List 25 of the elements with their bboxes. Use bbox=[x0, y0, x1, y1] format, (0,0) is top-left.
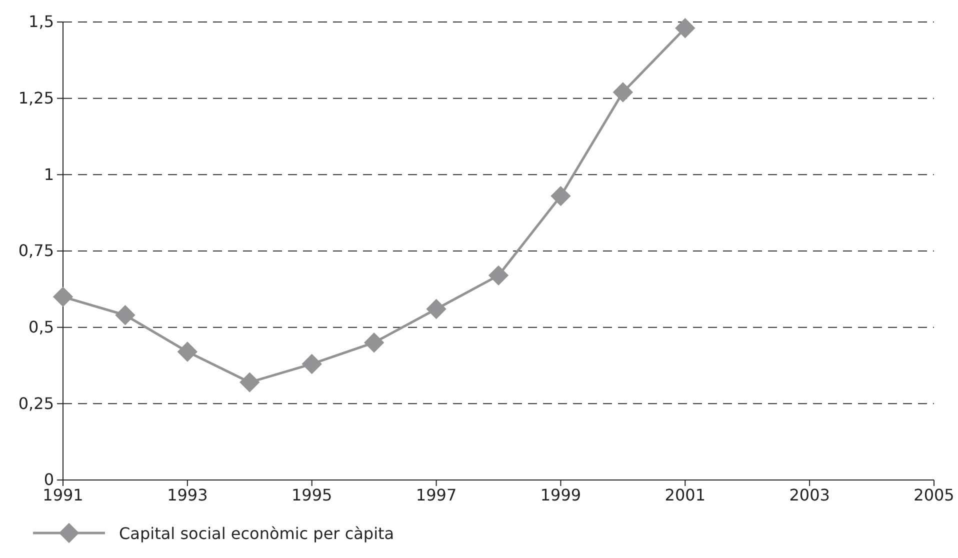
point bbox=[364, 332, 384, 353]
point bbox=[52, 286, 74, 307]
y-tick-label: 1,25 bbox=[18, 88, 54, 108]
point bbox=[550, 186, 571, 206]
point bbox=[115, 305, 136, 326]
point bbox=[675, 18, 696, 38]
y-tick-label: 1 bbox=[44, 164, 54, 184]
legend-label: Capital social econòmic per càpita bbox=[119, 524, 394, 543]
x-tick-label: 2003 bbox=[789, 485, 830, 504]
x-tick-label: 1997 bbox=[416, 485, 457, 504]
x-tick-label: 2001 bbox=[664, 485, 706, 504]
point bbox=[488, 265, 509, 286]
point bbox=[177, 342, 198, 362]
point bbox=[612, 82, 634, 102]
x-tick-label: 1995 bbox=[292, 485, 332, 504]
y-tick-label: 0,25 bbox=[18, 394, 54, 413]
point bbox=[426, 298, 446, 320]
y-tick-label: 0,75 bbox=[18, 241, 54, 260]
x-tick-label: 1999 bbox=[540, 485, 582, 504]
x-tick-label: 1993 bbox=[167, 485, 208, 504]
point bbox=[302, 354, 322, 374]
y-tick-label: 0,5 bbox=[28, 317, 54, 336]
y-tick-label: 1,5 bbox=[28, 12, 54, 32]
point bbox=[240, 372, 260, 392]
x-tick-label: 2005 bbox=[914, 485, 954, 504]
